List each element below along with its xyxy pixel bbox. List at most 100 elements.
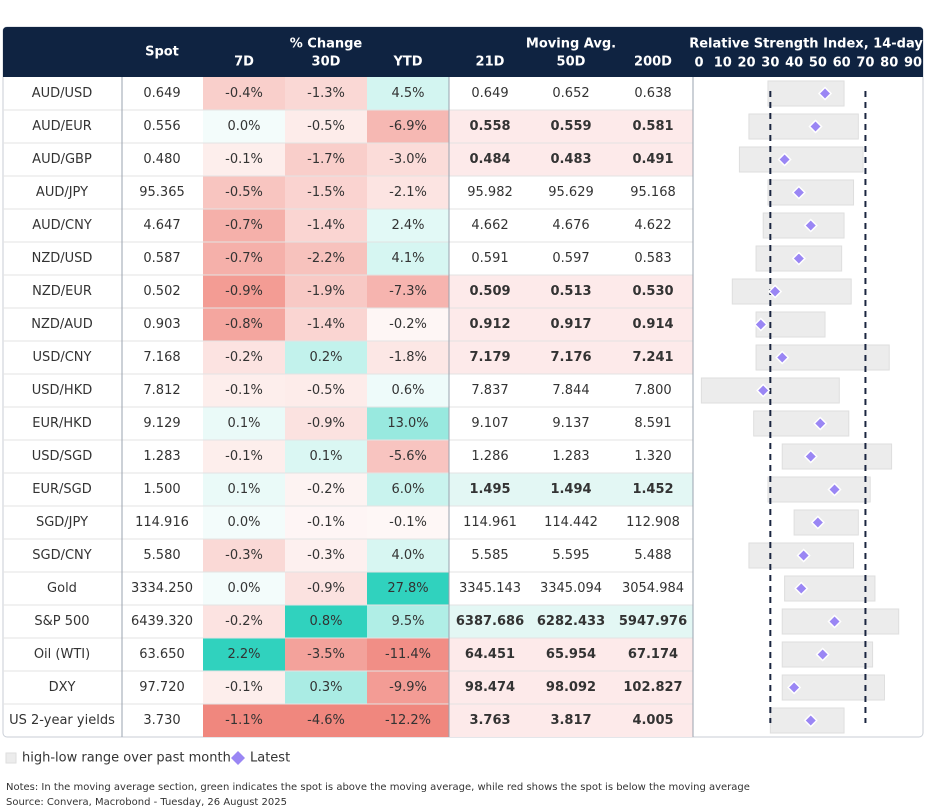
ma-value: 0.912 xyxy=(469,317,510,332)
change-value: 2.4% xyxy=(391,218,424,233)
row-label: EUR/SGD xyxy=(32,482,91,497)
heat-cell xyxy=(367,539,449,572)
change-value: -0.4% xyxy=(225,86,263,101)
heat-cell xyxy=(285,704,367,737)
rsi-latest xyxy=(775,350,790,365)
ma-value: 7.179 xyxy=(469,350,510,365)
spot-value: 0.480 xyxy=(143,152,180,167)
change-value: -0.2% xyxy=(389,317,427,332)
heat-cell xyxy=(203,242,285,275)
rsi-range xyxy=(767,476,871,503)
heat-cell xyxy=(367,308,449,341)
ma-value: 7.844 xyxy=(552,383,589,398)
heat-cell xyxy=(203,704,285,737)
spot-value: 0.502 xyxy=(143,284,180,299)
change-value: -0.5% xyxy=(307,119,345,134)
source: Source: Convera, Macrobond - Tuesday, 26… xyxy=(6,797,287,808)
ma-value: 0.583 xyxy=(634,251,671,266)
ma-value: 1.495 xyxy=(469,482,510,497)
change-value: -0.8% xyxy=(225,317,263,332)
heat-cell xyxy=(285,671,367,704)
x-tick-label: 80 xyxy=(880,56,898,71)
ma-value: 0.597 xyxy=(552,251,589,266)
change-value: -4.6% xyxy=(307,713,345,728)
ma-value: 0.649 xyxy=(471,86,508,101)
ma-value: 3345.143 xyxy=(459,581,521,596)
ma-value: 4.005 xyxy=(632,713,673,728)
rsi-title: Relative Strength Index, 14-day xyxy=(689,37,923,52)
header-change: % Change xyxy=(290,37,363,52)
heat-cell xyxy=(285,605,367,638)
row-label: S&P 500 xyxy=(34,614,89,629)
ma-value: 1.452 xyxy=(632,482,673,497)
spot-value: 1.283 xyxy=(143,449,180,464)
row-label: AUD/JPY xyxy=(36,185,88,200)
change-value: 0.1% xyxy=(227,416,260,431)
heat-cell xyxy=(367,77,449,110)
change-value: -0.2% xyxy=(307,482,345,497)
header-spot: Spot xyxy=(145,45,179,60)
row-label: Oil (WTI) xyxy=(34,647,90,662)
change-value: -0.7% xyxy=(225,218,263,233)
ma-value: 0.509 xyxy=(469,284,510,299)
heat-cell xyxy=(285,374,367,407)
change-value: -0.5% xyxy=(225,185,263,200)
change-value: -0.1% xyxy=(225,383,263,398)
ma-value: 7.837 xyxy=(471,383,508,398)
change-value: -0.9% xyxy=(225,284,263,299)
x-tick-label: 60 xyxy=(833,56,851,71)
heat-cell xyxy=(367,275,449,308)
rsi-latest xyxy=(768,284,783,299)
heat-cell xyxy=(203,605,285,638)
ma-row-bg xyxy=(449,704,693,737)
spot-value: 97.720 xyxy=(139,680,185,695)
heat-cell xyxy=(285,539,367,572)
change-value: -0.3% xyxy=(307,548,345,563)
legend-range: high-low range over past month xyxy=(22,751,231,766)
row-label: AUD/GBP xyxy=(32,152,92,167)
rsi-latest xyxy=(815,647,830,662)
change-value: -0.7% xyxy=(225,251,263,266)
ma-value: 7.800 xyxy=(634,383,671,398)
ma-value: 8.591 xyxy=(634,416,671,431)
spot-value: 63.650 xyxy=(139,647,185,662)
rsi-latest xyxy=(827,482,842,497)
notes: Notes: In the moving average section, gr… xyxy=(6,782,750,793)
change-value: 27.8% xyxy=(387,581,428,596)
change-value: 4.1% xyxy=(391,251,424,266)
heat-cell xyxy=(203,110,285,143)
row-label: EUR/HKD xyxy=(32,416,91,431)
heat-cell xyxy=(367,605,449,638)
ma-value: 0.652 xyxy=(552,86,589,101)
rsi-latest xyxy=(753,317,768,332)
heat-cell xyxy=(367,110,449,143)
change-value: -2.2% xyxy=(307,251,345,266)
x-tick-label: 70 xyxy=(856,56,874,71)
rsi-latest xyxy=(817,86,833,101)
spot-value: 7.168 xyxy=(143,350,180,365)
ma-value: 0.917 xyxy=(550,317,591,332)
change-value: -0.1% xyxy=(225,152,263,167)
heat-cell xyxy=(203,671,285,704)
spot-value: 0.587 xyxy=(143,251,180,266)
rsi-latest xyxy=(808,119,823,134)
heat-cell xyxy=(285,572,367,605)
header-col: 200D xyxy=(634,55,672,70)
ma-value: 95.168 xyxy=(630,185,676,200)
spot-value: 95.365 xyxy=(139,185,185,200)
ma-value: 5.595 xyxy=(552,548,589,563)
rsi-latest xyxy=(813,416,828,431)
header-bg xyxy=(3,27,923,77)
rsi-latest xyxy=(777,152,792,167)
heat-cell xyxy=(367,242,449,275)
x-tick-label: 40 xyxy=(785,56,803,71)
change-value: -0.1% xyxy=(307,515,345,530)
heat-cell xyxy=(203,374,285,407)
legend-range-swatch xyxy=(5,752,17,764)
ma-value: 4.622 xyxy=(634,218,671,233)
legend-latest-swatch xyxy=(231,751,245,765)
change-value: -0.3% xyxy=(225,548,263,563)
spot-value: 3334.250 xyxy=(131,581,193,596)
change-value: 0.8% xyxy=(309,614,342,629)
change-value: -5.6% xyxy=(389,449,427,464)
